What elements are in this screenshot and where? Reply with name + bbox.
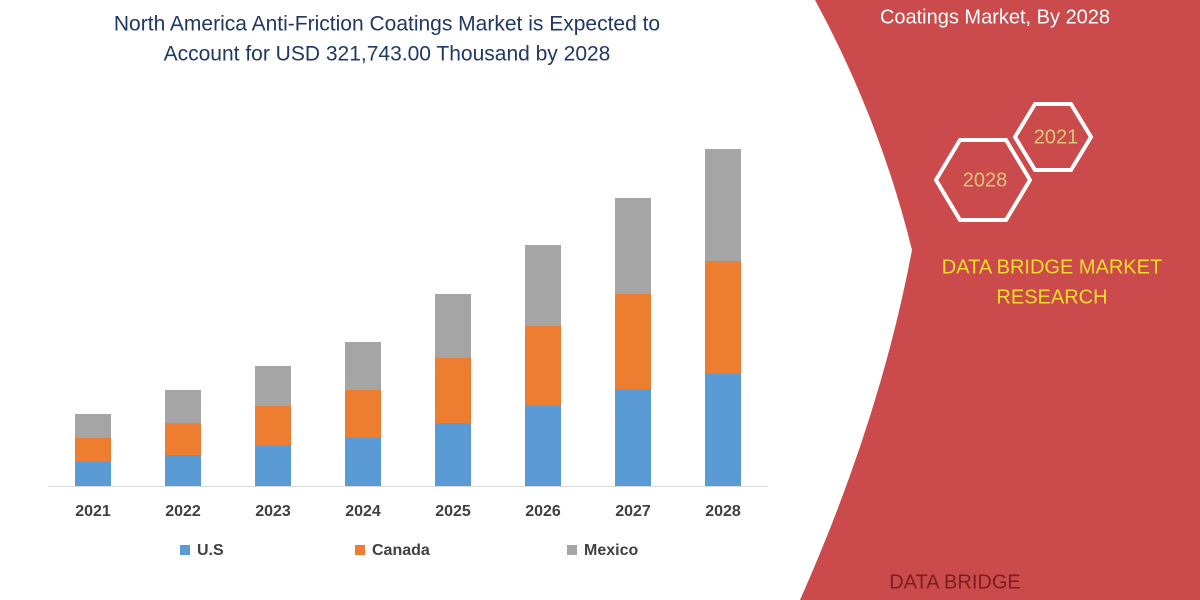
bar-segment xyxy=(165,423,201,455)
x-tick-label: 2023 xyxy=(255,503,291,520)
bar-segment xyxy=(525,406,561,486)
bar-segment xyxy=(255,366,291,406)
legend-marker xyxy=(567,545,577,555)
x-tick-label: 2024 xyxy=(345,503,381,520)
bar-segment xyxy=(525,326,561,406)
bar-segment xyxy=(435,294,471,358)
x-tick-label: 2021 xyxy=(75,503,111,520)
bar-segment xyxy=(75,438,111,462)
hexagon xyxy=(933,138,1033,222)
bar-segment xyxy=(435,423,471,486)
bar-segment xyxy=(705,374,741,486)
chart-title: Account for USD 321,743.00 Thousand by 2… xyxy=(164,43,611,66)
bar-segment xyxy=(615,389,651,486)
x-tick-label: 2022 xyxy=(165,503,201,520)
bar-segment xyxy=(435,358,471,423)
bar-segment xyxy=(345,342,381,390)
bar-segment xyxy=(705,149,741,261)
x-tick-label: 2028 xyxy=(705,503,741,520)
chart-title: North America Anti-Friction Coatings Mar… xyxy=(114,13,660,36)
bar-segment xyxy=(345,390,381,438)
hexagon-label: 2021 xyxy=(1034,126,1079,148)
bar-segment xyxy=(165,455,201,486)
legend-marker xyxy=(180,545,190,555)
bar-segment xyxy=(615,198,651,294)
legend-label: Canada xyxy=(372,542,430,559)
bar-segment xyxy=(165,390,201,423)
bar-segment xyxy=(75,414,111,438)
brand-text: DATA BRIDGE MARKET xyxy=(942,256,1162,278)
brand-text: RESEARCH xyxy=(996,286,1107,308)
legend-label: Mexico xyxy=(584,542,638,559)
bar-segment xyxy=(525,245,561,326)
logo-text: DATA BRIDGE xyxy=(889,571,1021,593)
x-tick-label: 2026 xyxy=(525,503,561,520)
legend-marker xyxy=(355,545,365,555)
bar-segment xyxy=(705,261,741,374)
hexagon xyxy=(1012,102,1094,172)
bar-segment xyxy=(75,462,111,486)
bar-segment xyxy=(255,446,291,486)
x-tick-label: 2025 xyxy=(435,503,471,520)
bar-segment xyxy=(615,294,651,389)
hexagon-label: 2028 xyxy=(963,169,1008,191)
bar-segment xyxy=(345,438,381,486)
panel-heading: Coatings Market, By 2028 xyxy=(880,6,1110,28)
x-tick-label: 2027 xyxy=(615,503,651,520)
legend-label: U.S xyxy=(197,542,224,559)
side-panel xyxy=(800,0,1200,600)
bar-segment xyxy=(255,406,291,446)
